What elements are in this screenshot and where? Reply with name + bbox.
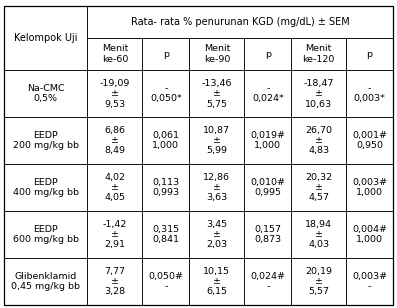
Text: EEDP
200 mg/kg bb: EEDP 200 mg/kg bb	[13, 131, 79, 150]
Text: 0,050#
-: 0,050# -	[148, 272, 183, 291]
Text: -
0,050*: - 0,050*	[150, 84, 182, 103]
Bar	[244, 117, 291, 164]
Text: Rata- rata % penurunan KGD (mg/dL) ± SEM: Rata- rata % penurunan KGD (mg/dL) ± SEM	[131, 17, 350, 27]
Text: -
0,024*: - 0,024*	[252, 84, 283, 103]
Bar	[244, 38, 291, 70]
Text: 18,94
±
4,03: 18,94 ± 4,03	[305, 220, 332, 249]
Text: 0,004#
1,000: 0,004# 1,000	[352, 225, 387, 244]
Text: p: p	[163, 50, 169, 59]
Text: EEDP
600 mg/kg bb: EEDP 600 mg/kg bb	[13, 225, 79, 244]
Bar	[244, 164, 291, 211]
Text: 0,061
1,000: 0,061 1,000	[152, 131, 179, 150]
Text: 26,70
±
4,83: 26,70 ± 4,83	[305, 126, 332, 156]
Text: 0,003#
1,000: 0,003# 1,000	[352, 178, 387, 197]
Bar	[346, 38, 393, 70]
Text: -18,47
±
10,63: -18,47 ± 10,63	[303, 79, 334, 108]
Text: 0,157
0,873: 0,157 0,873	[254, 225, 281, 244]
Bar	[4, 211, 87, 258]
Bar	[291, 117, 346, 164]
Bar	[87, 117, 143, 164]
Bar	[143, 164, 189, 211]
Text: 0,001#
0,950: 0,001# 0,950	[352, 131, 387, 150]
Bar	[244, 70, 291, 117]
Text: Menit
ke-120: Menit ke-120	[303, 44, 335, 64]
Bar	[291, 258, 346, 305]
Bar	[189, 164, 244, 211]
Bar	[4, 70, 87, 117]
Bar	[4, 6, 87, 70]
Text: Na-CMC
0,5%: Na-CMC 0,5%	[27, 84, 65, 103]
Bar	[143, 258, 189, 305]
Bar	[87, 258, 143, 305]
Text: 0,019#
1,000: 0,019# 1,000	[250, 131, 285, 150]
Text: Menit
ke-90: Menit ke-90	[204, 44, 230, 64]
Bar	[4, 117, 87, 164]
Bar	[346, 258, 393, 305]
Bar	[87, 164, 143, 211]
Bar	[346, 164, 393, 211]
Bar	[87, 6, 393, 38]
Text: Kelompok Uji: Kelompok Uji	[14, 33, 77, 43]
Text: 0,003#
-: 0,003# -	[352, 272, 387, 291]
Text: 0,024#
-: 0,024# -	[250, 272, 285, 291]
Text: 10,15
±
6,15: 10,15 ± 6,15	[203, 266, 230, 296]
Text: Menit
ke-60: Menit ke-60	[102, 44, 128, 64]
Bar	[189, 258, 244, 305]
Text: 3,45
±
2,03: 3,45 ± 2,03	[206, 220, 227, 249]
Bar	[244, 211, 291, 258]
Text: EEDP
400 mg/kg bb: EEDP 400 mg/kg bb	[13, 178, 79, 197]
Text: 0,315
0,841: 0,315 0,841	[152, 225, 179, 244]
Bar	[143, 70, 189, 117]
Text: -1,42
±
2,91: -1,42 ± 2,91	[103, 220, 127, 249]
Text: 10,87
±
5,99: 10,87 ± 5,99	[203, 126, 230, 156]
Bar	[346, 211, 393, 258]
Text: -19,09
±
9,53: -19,09 ± 9,53	[100, 79, 130, 108]
Bar	[143, 38, 189, 70]
Bar	[189, 38, 244, 70]
Bar	[291, 211, 346, 258]
Bar	[4, 164, 87, 211]
Bar	[143, 211, 189, 258]
Bar	[346, 117, 393, 164]
Bar	[244, 258, 291, 305]
Text: -
0,003*: - 0,003*	[354, 84, 385, 103]
Bar	[4, 258, 87, 305]
Bar	[87, 38, 143, 70]
Bar	[291, 38, 346, 70]
Text: 6,86
±
8,49: 6,86 ± 8,49	[104, 126, 125, 156]
Bar	[87, 211, 143, 258]
Bar	[291, 70, 346, 117]
Bar	[189, 117, 244, 164]
Text: Glibenklamid
0,45 mg/kg bb: Glibenklamid 0,45 mg/kg bb	[11, 272, 80, 291]
Text: 20,19
±
5,57: 20,19 ± 5,57	[305, 266, 332, 296]
Text: p: p	[265, 50, 271, 59]
Bar	[291, 164, 346, 211]
Bar	[189, 211, 244, 258]
Text: p: p	[366, 50, 373, 59]
Text: 0,113
0,993: 0,113 0,993	[152, 178, 179, 197]
Bar	[87, 70, 143, 117]
Bar	[143, 117, 189, 164]
Bar	[346, 70, 393, 117]
Text: -13,46
±
5,75: -13,46 ± 5,75	[202, 79, 232, 108]
Text: 4,02
±
4,05: 4,02 ± 4,05	[104, 173, 125, 202]
Text: 12,86
±
3,63: 12,86 ± 3,63	[203, 173, 230, 202]
Bar	[189, 70, 244, 117]
Text: 20,32
±
4,57: 20,32 ± 4,57	[305, 173, 332, 202]
Text: 0,010#
0,995: 0,010# 0,995	[250, 178, 285, 197]
Text: 7,77
±
3,28: 7,77 ± 3,28	[104, 266, 125, 296]
